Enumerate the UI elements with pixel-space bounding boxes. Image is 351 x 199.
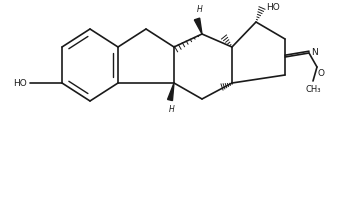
Text: HO: HO [266,3,280,12]
Text: HO: HO [13,78,27,88]
Polygon shape [194,18,202,34]
Text: O: O [318,69,325,78]
Text: N: N [311,48,318,57]
Text: CH₃: CH₃ [305,85,321,94]
Polygon shape [167,83,174,100]
Text: H: H [197,5,203,14]
Text: H: H [169,105,175,114]
